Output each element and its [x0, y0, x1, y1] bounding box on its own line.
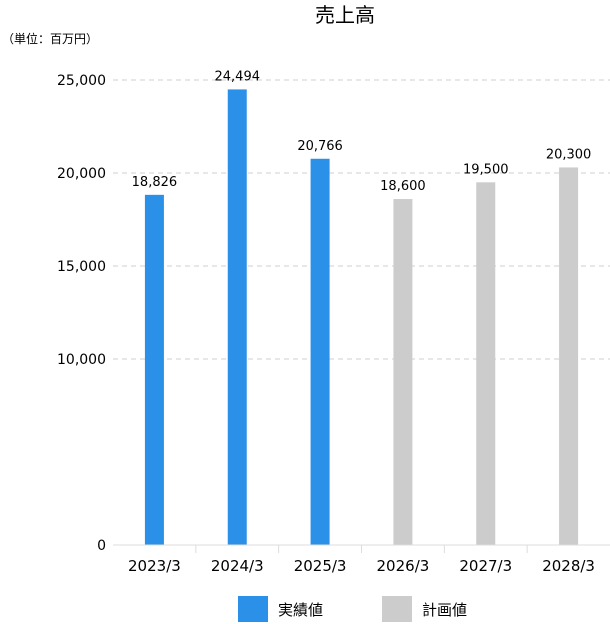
legend-label-plan: 計画値 [422, 601, 467, 619]
gridlines [113, 79, 610, 360]
data-label: 18,826 [132, 175, 178, 190]
legend-label-actual: 実績値 [278, 601, 323, 619]
legend-swatch-plan [382, 596, 412, 622]
x-tick-label: 2025/3 [294, 557, 347, 575]
bar-2024-3 [227, 89, 247, 546]
x-tick-label: 2026/3 [377, 557, 430, 575]
bar-2023-3 [144, 194, 164, 545]
legend-swatch-actual [238, 596, 268, 622]
data-label: 20,766 [297, 139, 343, 154]
x-axis-ticks: 2023/3 2024/3 2025/3 2026/3 2027/3 2028/3 [128, 545, 595, 575]
bar-2026-3 [393, 199, 413, 546]
y-tick-label: 15,000 [57, 259, 106, 275]
unit-label: （単位：百万円） [2, 31, 98, 46]
y-tick-label: 25,000 [57, 73, 106, 89]
bar-2028-3 [559, 167, 579, 546]
x-tick-label: 2024/3 [211, 557, 264, 575]
bar-2027-3 [476, 182, 496, 546]
data-label: 19,500 [463, 162, 509, 177]
data-label: 24,494 [215, 69, 261, 84]
bars [144, 89, 579, 546]
y-tick-label: 20,000 [57, 166, 106, 182]
data-label: 20,300 [546, 147, 592, 162]
y-axis-ticks: 0 10,000 15,000 20,000 25,000 [57, 73, 106, 554]
x-tick-label: 2028/3 [542, 557, 595, 575]
y-tick-label: 0 [97, 538, 106, 554]
y-tick-label: 10,000 [57, 352, 106, 368]
data-labels: 18,826 24,494 20,766 18,600 19,500 20,300 [132, 69, 592, 194]
bar-2025-3 [310, 158, 330, 546]
chart-title: 売上高 [315, 3, 375, 27]
x-tick-label: 2027/3 [459, 557, 512, 575]
legend: 実績値 計画値 [238, 596, 467, 622]
x-tick-label: 2023/3 [128, 557, 181, 575]
data-label: 18,600 [380, 179, 426, 194]
